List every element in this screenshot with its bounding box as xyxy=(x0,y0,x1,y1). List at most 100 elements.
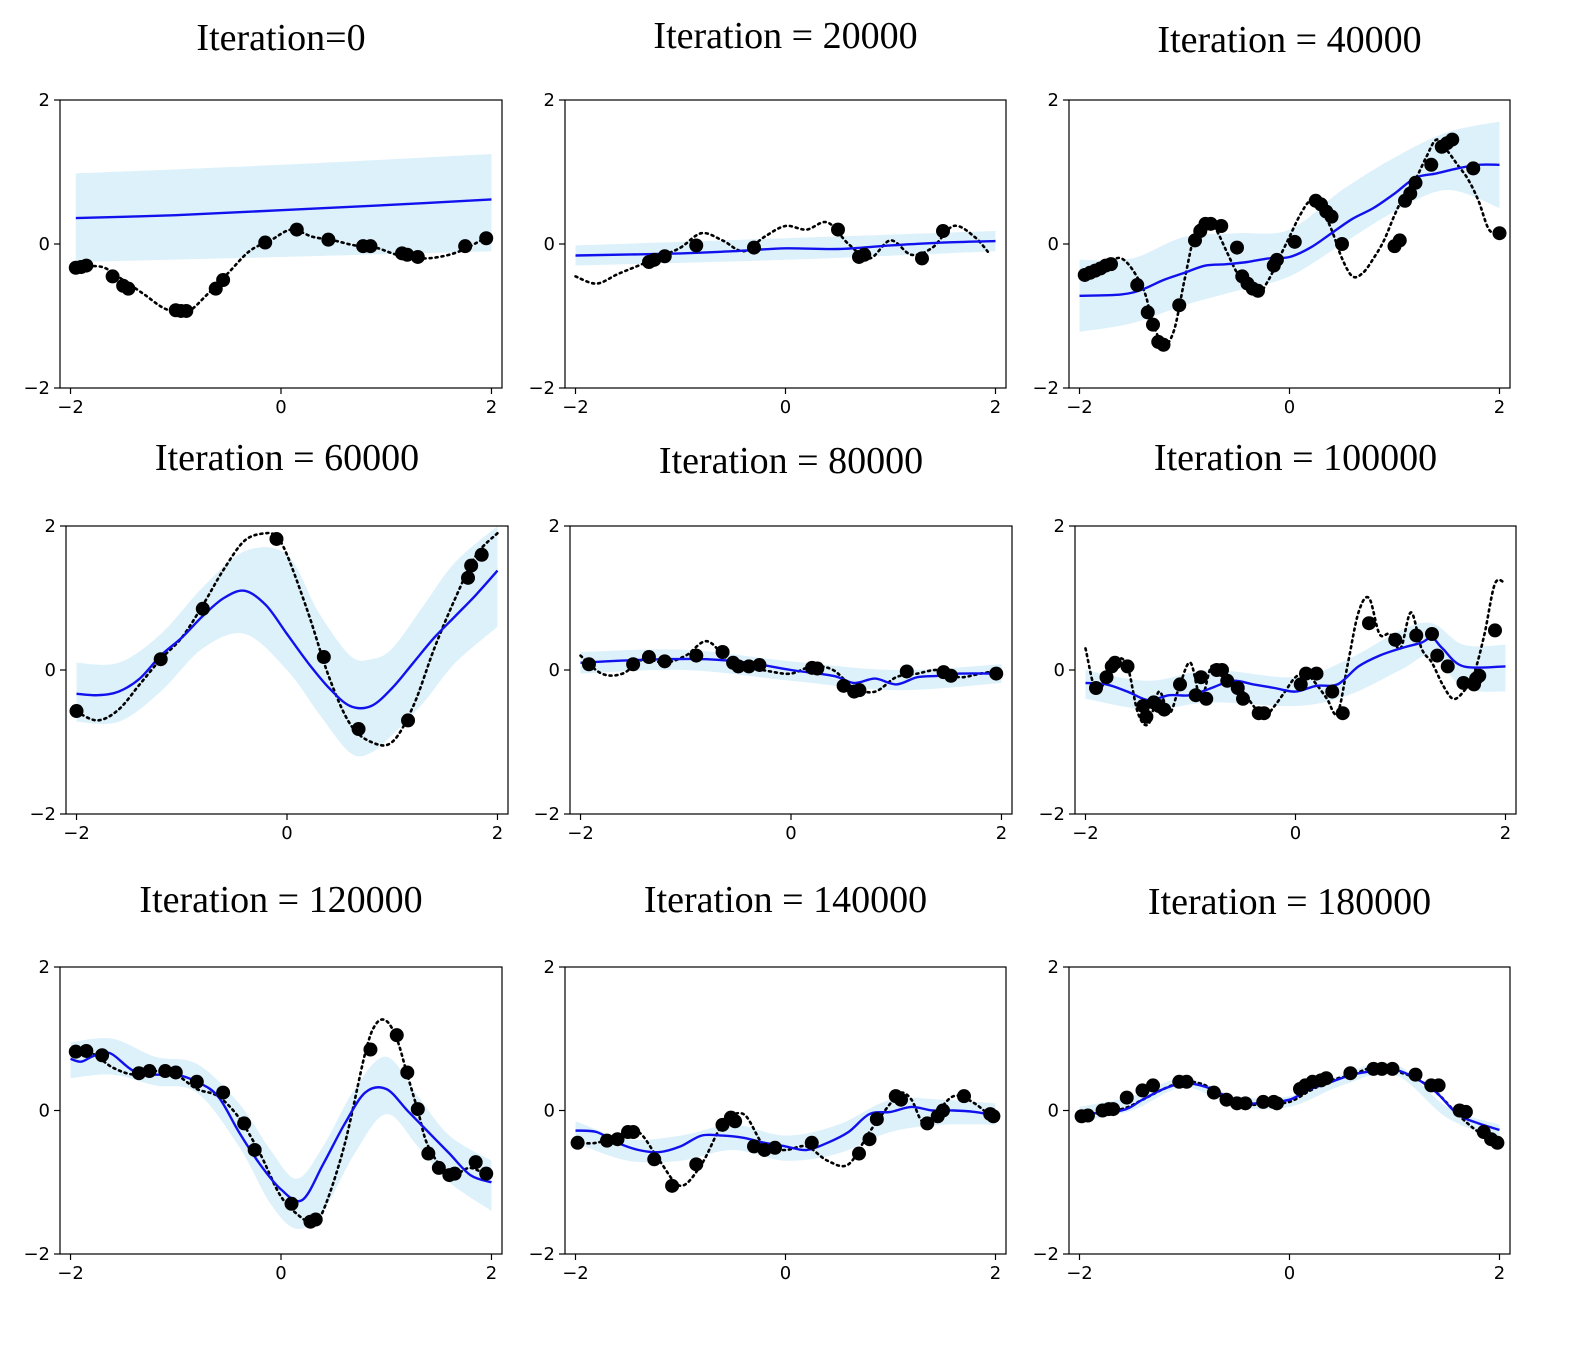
observation-point xyxy=(121,281,136,296)
observation-point xyxy=(1172,298,1187,313)
observation-point xyxy=(1343,1066,1358,1081)
observation-point xyxy=(237,1116,252,1131)
observation-point xyxy=(570,1135,585,1150)
observation-point xyxy=(1136,699,1151,713)
x-tick-label: 0 xyxy=(780,1263,791,1284)
observation-point xyxy=(1425,627,1439,641)
observation-point xyxy=(920,1116,935,1131)
observation-point xyxy=(195,601,210,616)
observation-point xyxy=(1236,691,1250,706)
observation-point xyxy=(105,269,120,284)
uncertainty-band xyxy=(75,154,492,262)
observation-point xyxy=(468,1155,483,1170)
observation-point xyxy=(986,1109,1001,1124)
observation-point xyxy=(862,1132,877,1147)
uncertainty-band xyxy=(1079,121,1500,332)
observation-point xyxy=(1089,681,1103,695)
uncertainty-band xyxy=(76,526,498,757)
observation-point xyxy=(1403,186,1418,201)
observation-point xyxy=(1319,1071,1334,1086)
observation-point xyxy=(69,704,84,719)
observation-point xyxy=(1130,278,1145,293)
observation-point xyxy=(464,558,479,573)
observation-point xyxy=(689,648,704,663)
observation-point xyxy=(1293,677,1308,692)
panel-title: Iteration = 20000 xyxy=(653,15,917,57)
observation-point xyxy=(68,1044,83,1059)
y-tick-label: 2 xyxy=(39,957,50,978)
observation-point xyxy=(479,1166,494,1181)
observation-point xyxy=(1458,1104,1473,1119)
y-tick-label: 0 xyxy=(1054,660,1065,681)
panel-title: Iteration = 140000 xyxy=(644,879,927,921)
observation-point xyxy=(410,1102,425,1117)
observation-point xyxy=(657,654,672,669)
x-tick-label: 2 xyxy=(996,823,1007,844)
observation-point xyxy=(1269,1096,1284,1111)
chart-panel-1: Iteration=0 −2 0 2 2 0 −2 xyxy=(23,17,503,418)
observation-point xyxy=(1445,132,1460,147)
observation-point xyxy=(1119,1090,1134,1105)
y-tick-label: 0 xyxy=(549,660,560,681)
observation-point xyxy=(831,222,845,237)
y-tick-label: −2 xyxy=(23,378,50,399)
observation-point xyxy=(1230,240,1244,255)
observation-point xyxy=(1120,659,1135,674)
observation-point xyxy=(600,1133,614,1148)
y-tick-label: −2 xyxy=(1032,378,1059,399)
observation-point xyxy=(747,1139,761,1154)
observation-point xyxy=(1215,663,1229,677)
true-function-dotted-line xyxy=(74,228,483,315)
x-tick-label: 0 xyxy=(780,397,791,418)
y-tick-label: 2 xyxy=(1048,90,1059,111)
y-tick-label: 2 xyxy=(544,957,555,978)
observation-point xyxy=(899,664,914,679)
panel-title: Iteration = 100000 xyxy=(1154,437,1437,479)
observation-point xyxy=(852,1146,866,1161)
observation-point xyxy=(641,650,656,665)
panel-title: Iteration = 120000 xyxy=(139,879,422,921)
plot-area xyxy=(1084,578,1507,727)
chart-panel-9: Iteration = 180000 −2 0 2 2 0 −2 xyxy=(1032,881,1511,1284)
observation-point xyxy=(142,1064,157,1079)
y-tick-label: 2 xyxy=(544,90,555,111)
observation-point xyxy=(1257,706,1271,721)
observation-point xyxy=(747,240,761,255)
x-tick-label: 0 xyxy=(281,823,292,844)
observation-point xyxy=(1199,691,1214,706)
observation-point xyxy=(1099,670,1114,685)
observation-point xyxy=(852,683,867,698)
observation-point xyxy=(581,657,596,672)
observation-point xyxy=(741,659,756,674)
observation-point xyxy=(715,645,730,659)
plot-area xyxy=(1077,121,1507,352)
observation-point xyxy=(936,1103,950,1118)
observation-point xyxy=(1140,305,1155,320)
observation-point xyxy=(728,1114,743,1129)
x-tick-label: 2 xyxy=(486,397,497,418)
observation-point xyxy=(168,1065,183,1080)
observation-point xyxy=(1431,1078,1446,1093)
observation-point xyxy=(363,1042,378,1057)
x-tick-label: −2 xyxy=(1066,1263,1093,1284)
chart-panel-6: Iteration = 100000 −2 0 2 2 0 −2 xyxy=(1038,437,1517,844)
observation-point xyxy=(1324,209,1339,224)
x-tick-label: 2 xyxy=(990,1263,1001,1284)
observation-point xyxy=(79,258,94,273)
observation-point xyxy=(389,1028,404,1043)
observation-point xyxy=(1472,668,1487,683)
observation-point xyxy=(989,666,1004,681)
observation-point xyxy=(458,239,473,254)
observation-point xyxy=(1214,219,1229,233)
observation-point xyxy=(363,239,378,254)
observation-point xyxy=(626,657,641,672)
y-tick-label: 0 xyxy=(544,1101,555,1122)
plot-area xyxy=(574,220,996,285)
y-tick-label: 0 xyxy=(544,234,555,255)
predicted-mean-line xyxy=(575,1105,996,1154)
observation-point xyxy=(1251,283,1265,298)
x-tick-label: −2 xyxy=(562,1263,589,1284)
observation-point xyxy=(479,231,494,246)
observation-point xyxy=(1388,632,1403,647)
observation-point xyxy=(1409,628,1424,643)
